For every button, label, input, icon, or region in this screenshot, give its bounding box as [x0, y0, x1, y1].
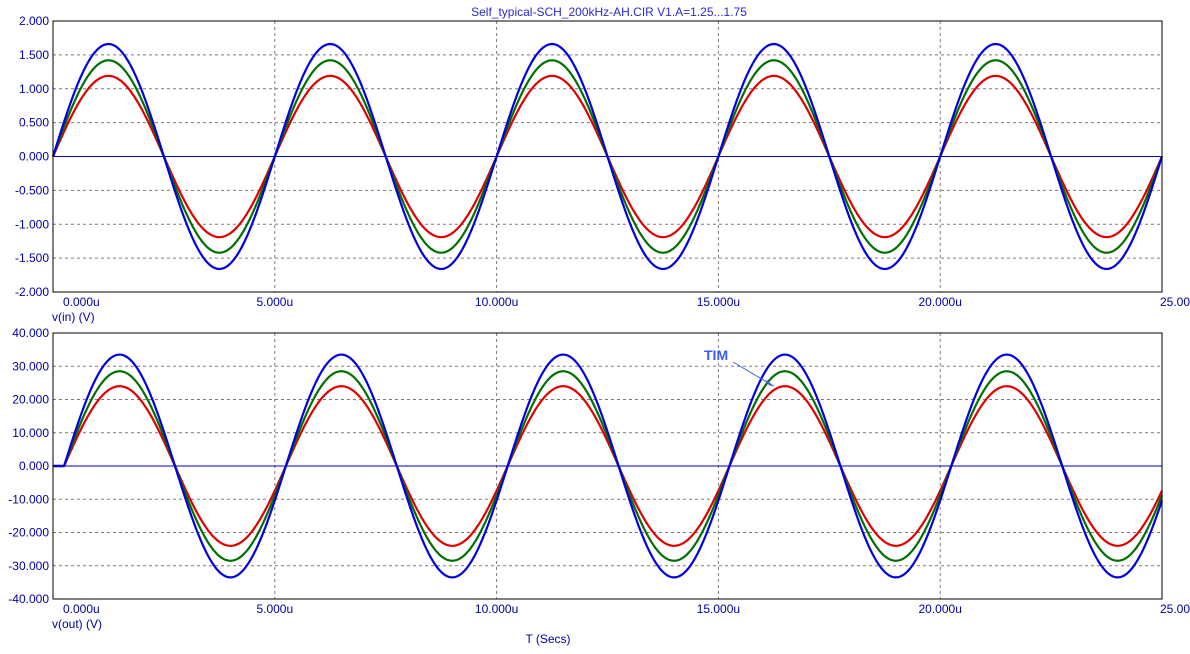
y-tick-label: 0.500 [19, 116, 49, 130]
x-tick-label: 10.000u [475, 602, 518, 616]
x-tick-label: 10.000u [475, 295, 518, 309]
y-tick-label: -2.000 [15, 285, 49, 299]
y-tick-label: 10.000 [12, 426, 49, 440]
y-tick-label: 40.000 [12, 326, 49, 340]
x-tick-label: 0.000u [63, 602, 100, 616]
y-tick-label: -1.500 [15, 251, 49, 265]
x-tick-label: 15.000u [697, 602, 740, 616]
plot-frame [52, 332, 1163, 600]
y-axis-label: v(out) (V) [52, 617, 102, 631]
chart-title: Self_typical-SCH_200kHz-AH.CIR V1.A=1.25… [471, 5, 747, 19]
y-tick-label: -30.000 [8, 559, 49, 573]
x-tick-label: 20.000u [919, 295, 962, 309]
x-tick-label: 5.000u [256, 295, 293, 309]
x-tick-label: 25.000u [1160, 295, 1190, 309]
y-tick-label: -1.000 [15, 217, 49, 231]
x-tick-label: 20.000u [919, 602, 962, 616]
series-line-blue [53, 353, 1164, 579]
y-tick-label: 1.000 [19, 82, 49, 96]
y-tick-label: 2.000 [19, 14, 49, 28]
y-tick-label: -10.000 [8, 492, 49, 506]
annotation-label: TIM [704, 347, 728, 363]
annotation-pointer [732, 361, 775, 387]
y-tick-label: 0.000 [19, 150, 49, 164]
series-line-green [53, 370, 1164, 562]
x-tick-label: 0.000u [63, 295, 100, 309]
output-voltage-panel: 40.000 30.000 20.000 10.000 0.000 -10.000 -20.… [8, 326, 1190, 631]
y-tick-label: -40.000 [8, 592, 49, 606]
series-line-red [53, 385, 1163, 547]
x-tick-label: 15.000u [697, 295, 740, 309]
y-tick-label: 0.000 [19, 459, 49, 473]
x-axis-label: T (Secs) [525, 632, 570, 646]
series-line-blue [51, 42, 1164, 271]
y-tick-label: 1.500 [19, 48, 49, 62]
x-tick-label: 25.000u [1160, 602, 1190, 616]
input-voltage-panel: 2.000 1.500 1.000 0.500 0.000 -0.500 -1.000 -1.… [15, 14, 1190, 324]
plot-frame [52, 20, 1163, 293]
x-tick-label: 5.000u [256, 602, 293, 616]
y-tick-label: 30.000 [12, 359, 49, 373]
y-tick-label: -0.500 [15, 183, 49, 197]
y-tick-label: 20.000 [12, 393, 49, 407]
y-axis-label: v(in) (V) [52, 310, 95, 324]
y-tick-label: -20.000 [8, 526, 49, 540]
annotation-arrowhead [765, 379, 774, 387]
